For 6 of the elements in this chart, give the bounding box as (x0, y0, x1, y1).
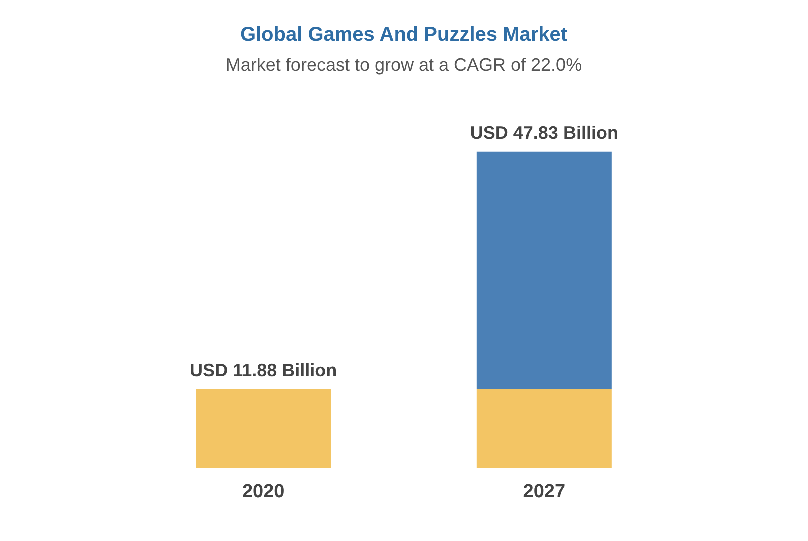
x-tick-label: 2020 (242, 482, 285, 502)
chart-subtitle: Market forecast to grow at a CAGR of 22.0% (226, 55, 582, 75)
chart-title: Global Games And Puzzles Market (240, 24, 568, 46)
total-label: USD 47.83 Billion (470, 122, 618, 143)
x-tick-label: 2027 (523, 482, 566, 502)
data-label: USD 11.88 Billion (190, 360, 338, 380)
